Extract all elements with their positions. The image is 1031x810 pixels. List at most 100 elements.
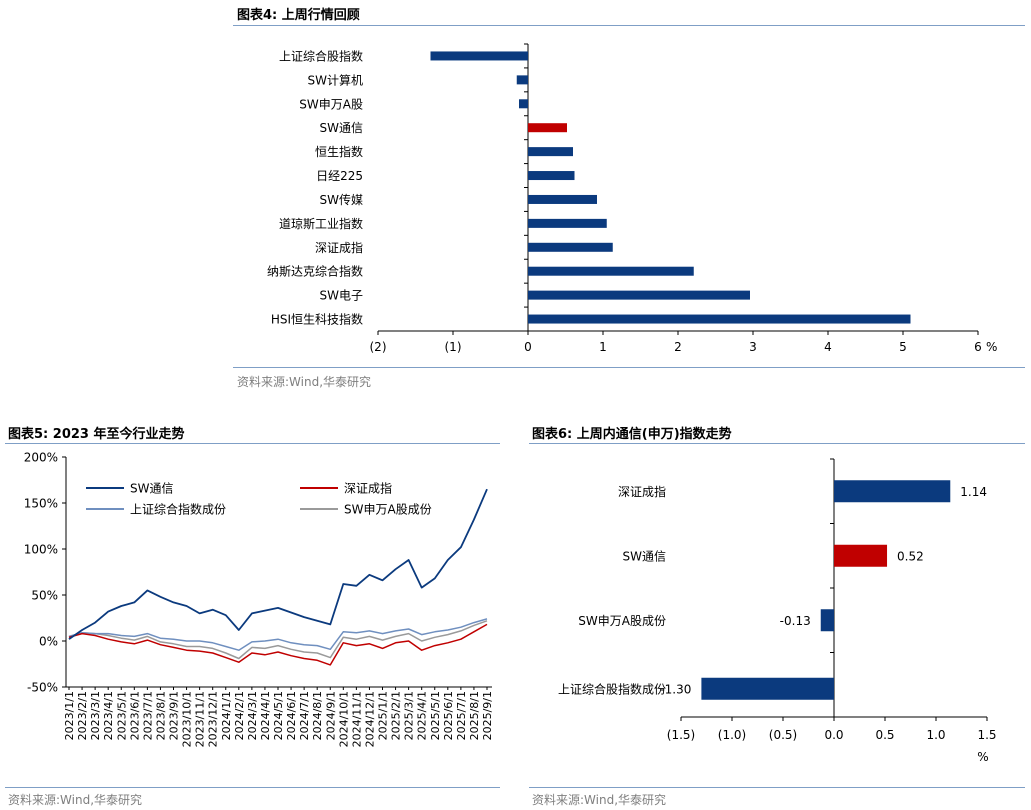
fig5-source-rule [5, 787, 500, 788]
fig5-x-tick-label: 2025/3/1 [403, 691, 416, 740]
fig5-chart: 200%150%100%50%0%-50%2023/1/1 2023/2/1 202… [24, 451, 494, 748]
fig4-x-unit: % [986, 340, 997, 354]
fig5-y-tick-label: 50% [31, 589, 58, 603]
fig4-bar [528, 147, 573, 157]
fig6-x-tick-label: (1.5) [667, 728, 695, 742]
fig4-source: 资料来源:Wind,华泰研究 [237, 375, 372, 389]
fig5-y-tick-label: 150% [24, 497, 58, 511]
fig6-x-unit: % [977, 750, 988, 764]
fig5-x-tick-label: 2023/5/1 [115, 691, 128, 740]
fig5-legend-label: 上证综合指数成份 [130, 502, 226, 517]
fig5-x-tick-label: 2023/1/1 [63, 691, 76, 740]
fig6-category-label: 上证综合股指数成份 [558, 681, 666, 696]
fig5-x-tick-label: 2025/6/1 [442, 691, 455, 740]
fig5-x-tick-label: 2024/8/1 [311, 691, 324, 740]
fig5-x-tick-label: 2024/5/1 [272, 691, 285, 740]
fig6-x-tick-label: 1.0 [926, 728, 945, 742]
fig5-x-tick-label: 2025/9/1 [481, 691, 494, 740]
fig4-bar [516, 75, 528, 85]
fig4-title-rule [233, 25, 1025, 26]
fig5-x-tick-label: 2024/6/1 [285, 691, 298, 740]
fig5-x-tick-label: 2025/7/1 [455, 691, 468, 740]
fig5-x-tick-label: 2023/6/1 [128, 691, 141, 740]
fig5-source: 资料来源:Wind,华泰研究 [8, 793, 143, 807]
fig4-title: 图表4: 上周行情回顾 [237, 8, 360, 23]
fig6-title-rule [529, 443, 1025, 444]
fig6-category-label: SW通信 [623, 549, 666, 563]
fig4-x-tick-label: 1 [599, 340, 607, 354]
fig5-x-tick-label: 2023/8/1 [154, 691, 167, 740]
fig4-x-tick-label: 4 [824, 340, 832, 354]
fig5-y-tick-label: 0% [39, 635, 58, 649]
fig4-x-tick-label: (2) [370, 340, 387, 354]
fig6-value-label: -1.30 [660, 682, 691, 696]
fig5-legend-label: 深证成指 [344, 481, 392, 496]
fig5-x-tick-label: 2024/1/1 [220, 691, 233, 740]
fig6-x-tick-label: 1.5 [977, 728, 996, 742]
fig4-category-label: 纳斯达克综合指数 [267, 264, 363, 279]
fig6-value-label: 0.52 [897, 549, 924, 563]
fig4-bar [528, 242, 613, 252]
fig6-x-tick-label: (0.5) [769, 728, 797, 742]
fig5-x-tick-label: 2023/9/1 [168, 691, 181, 740]
fig6-x-tick-label: (1.0) [718, 728, 746, 742]
fig4-x-tick-label: 3 [749, 340, 757, 354]
fig5-x-tick-label: 2025/8/1 [468, 691, 481, 740]
fig6-bar [701, 677, 834, 700]
fig4-bar [528, 123, 567, 133]
fig4-category-label: 道琼斯工业指数 [279, 216, 363, 231]
fig4-x-tick-label: 0 [524, 340, 532, 354]
fig5-x-tick-label: 2023/12/1 [207, 691, 220, 747]
fig5-x-tick-label: 2023/2/1 [76, 691, 89, 740]
fig5-x-tick-label: 2024/11/1 [350, 691, 363, 747]
fig5-y-tick-label: 100% [24, 543, 58, 557]
fig6-source-rule [529, 787, 1025, 788]
fig6-x-tick-label: 0.0 [824, 728, 843, 742]
fig4-bar [528, 171, 575, 181]
fig4-category-label: SW传媒 [320, 192, 363, 207]
fig4-category-label: 上证综合股指数 [279, 48, 363, 63]
fig4-category-label: 日经225 [316, 169, 363, 183]
fig4-x-tick-label: (1) [445, 340, 462, 354]
fig5-x-tick-label: 2023/10/1 [181, 691, 194, 747]
fig4-x-tick-label: 6 [974, 340, 982, 354]
fig6-bar [820, 609, 834, 632]
fig4-category-label: HSI恒生科技指数 [271, 312, 363, 327]
fig5-x-tick-label: 2024/9/1 [324, 691, 337, 740]
fig5-x-tick-label: 2025/1/1 [377, 691, 390, 740]
fig5-x-tick-label: 2025/4/1 [416, 691, 429, 740]
fig5-x-tick-label: 2023/3/1 [89, 691, 102, 740]
fig5-x-tick-label: 2025/2/1 [390, 691, 403, 740]
fig4-bar [528, 290, 750, 300]
fig5-x-tick-label: 2024/3/1 [246, 691, 259, 740]
fig4-x-tick-label: 5 [899, 340, 907, 354]
fig5-x-tick-label: 2024/12/1 [363, 691, 376, 747]
fig6-value-label: 1.14 [960, 485, 987, 499]
fig5-x-tick-label: 2025/5/1 [429, 691, 442, 740]
fig5-series-line [68, 623, 488, 666]
fig5-x-tick-label: 2024/7/1 [298, 691, 311, 740]
fig5-x-tick-label: 2024/10/1 [337, 691, 350, 747]
fig4-bar [430, 51, 528, 61]
fig5-y-tick-label: 200% [24, 451, 58, 465]
fig6-x-tick-label: 0.5 [875, 728, 894, 742]
fig6-bar [834, 480, 951, 503]
fig6-value-label: -0.13 [780, 614, 811, 628]
fig5-legend-label: SW申万A股成份 [344, 503, 432, 517]
fig4-category-label: SW电子 [320, 289, 363, 303]
fig5-series-line [68, 620, 488, 660]
fig4-x-tick-label: 2 [674, 340, 682, 354]
fig6-category-label: 深证成指 [618, 484, 666, 499]
fig4-chart: (2) (1) 0 1 2 3 4 5 6 % 上证综合股指数 SW计算机 SW申万A股 SW通信恒生指数… [267, 43, 997, 354]
fig5-title-rule [5, 443, 500, 444]
fig5-x-tick-label: 2023/4/1 [102, 691, 115, 740]
fig4-category-label: SW申万A股 [299, 97, 363, 111]
fig5-title: 图表5: 2023 年至今行业走势 [8, 427, 185, 442]
fig6-chart: (1.5) (1.0) (0.5) 0.0 0.5 1.0 1.5% 深证成指 1.14 SW通信… [558, 458, 997, 764]
fig5-series-line [68, 618, 488, 651]
fig4-category-label: 深证成指 [315, 240, 363, 255]
fig4-source-rule [233, 367, 1025, 368]
fig5-y-tick-label: -50% [27, 681, 58, 695]
fig4-bar [519, 99, 528, 109]
fig4-category-label: SW计算机 [308, 72, 363, 87]
